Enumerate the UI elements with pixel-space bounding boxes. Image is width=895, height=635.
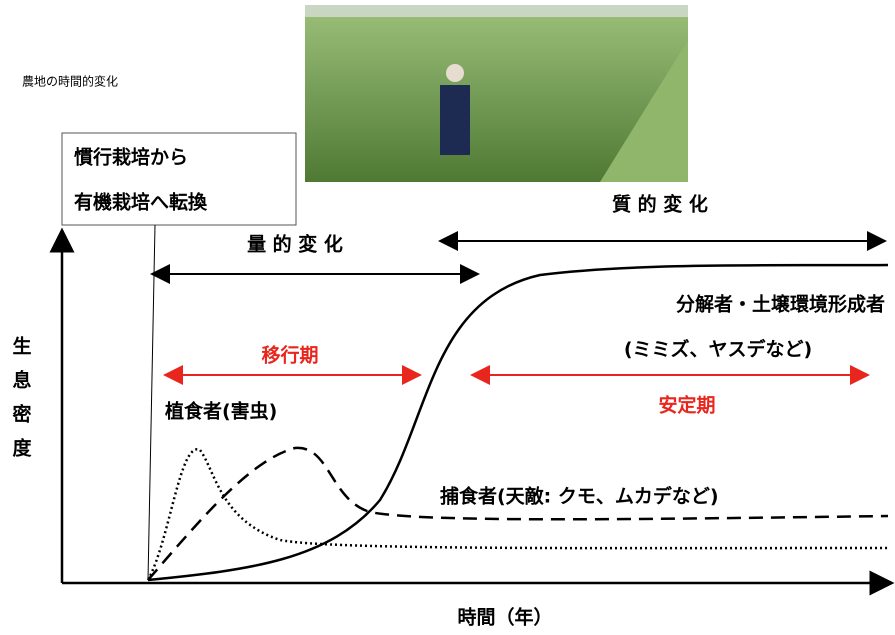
qualitative-label: 質 的 変 化 (612, 193, 708, 216)
y-axis-label: 密 (12, 403, 31, 426)
caption: 農地の時間的変化 (22, 74, 118, 89)
conversion-text: 有機栽培へ転換 (74, 191, 208, 214)
predator-label: 捕食者(天敵: クモ、ムカデなど) (440, 485, 719, 508)
x-axis-label: 時間（年） (457, 606, 552, 629)
stable-label: 安定期 (658, 394, 715, 417)
decomposer-examples: (ミミズ、ヤスデなど) (624, 338, 812, 361)
transition-label: 移行期 (261, 344, 318, 367)
conversion-text: 慣行栽培から (74, 146, 188, 169)
quantitative-label: 量 的 変 化 (247, 233, 343, 256)
herbivore-label: 植食者(害虫) (165, 400, 277, 423)
y-axis-label: 息 (12, 369, 31, 392)
y-axis-label: 度 (12, 437, 32, 460)
conversion-box (61, 132, 297, 226)
field-photo (305, 5, 688, 182)
decomposer-label: 分解者・土壌環境形成者 (676, 293, 885, 316)
herbivore-curve (146, 448, 889, 581)
predator-curve (147, 446, 889, 581)
pointer (147, 224, 156, 581)
y-axis-label: 生 (12, 335, 31, 358)
decomposer-curve (147, 263, 889, 582)
